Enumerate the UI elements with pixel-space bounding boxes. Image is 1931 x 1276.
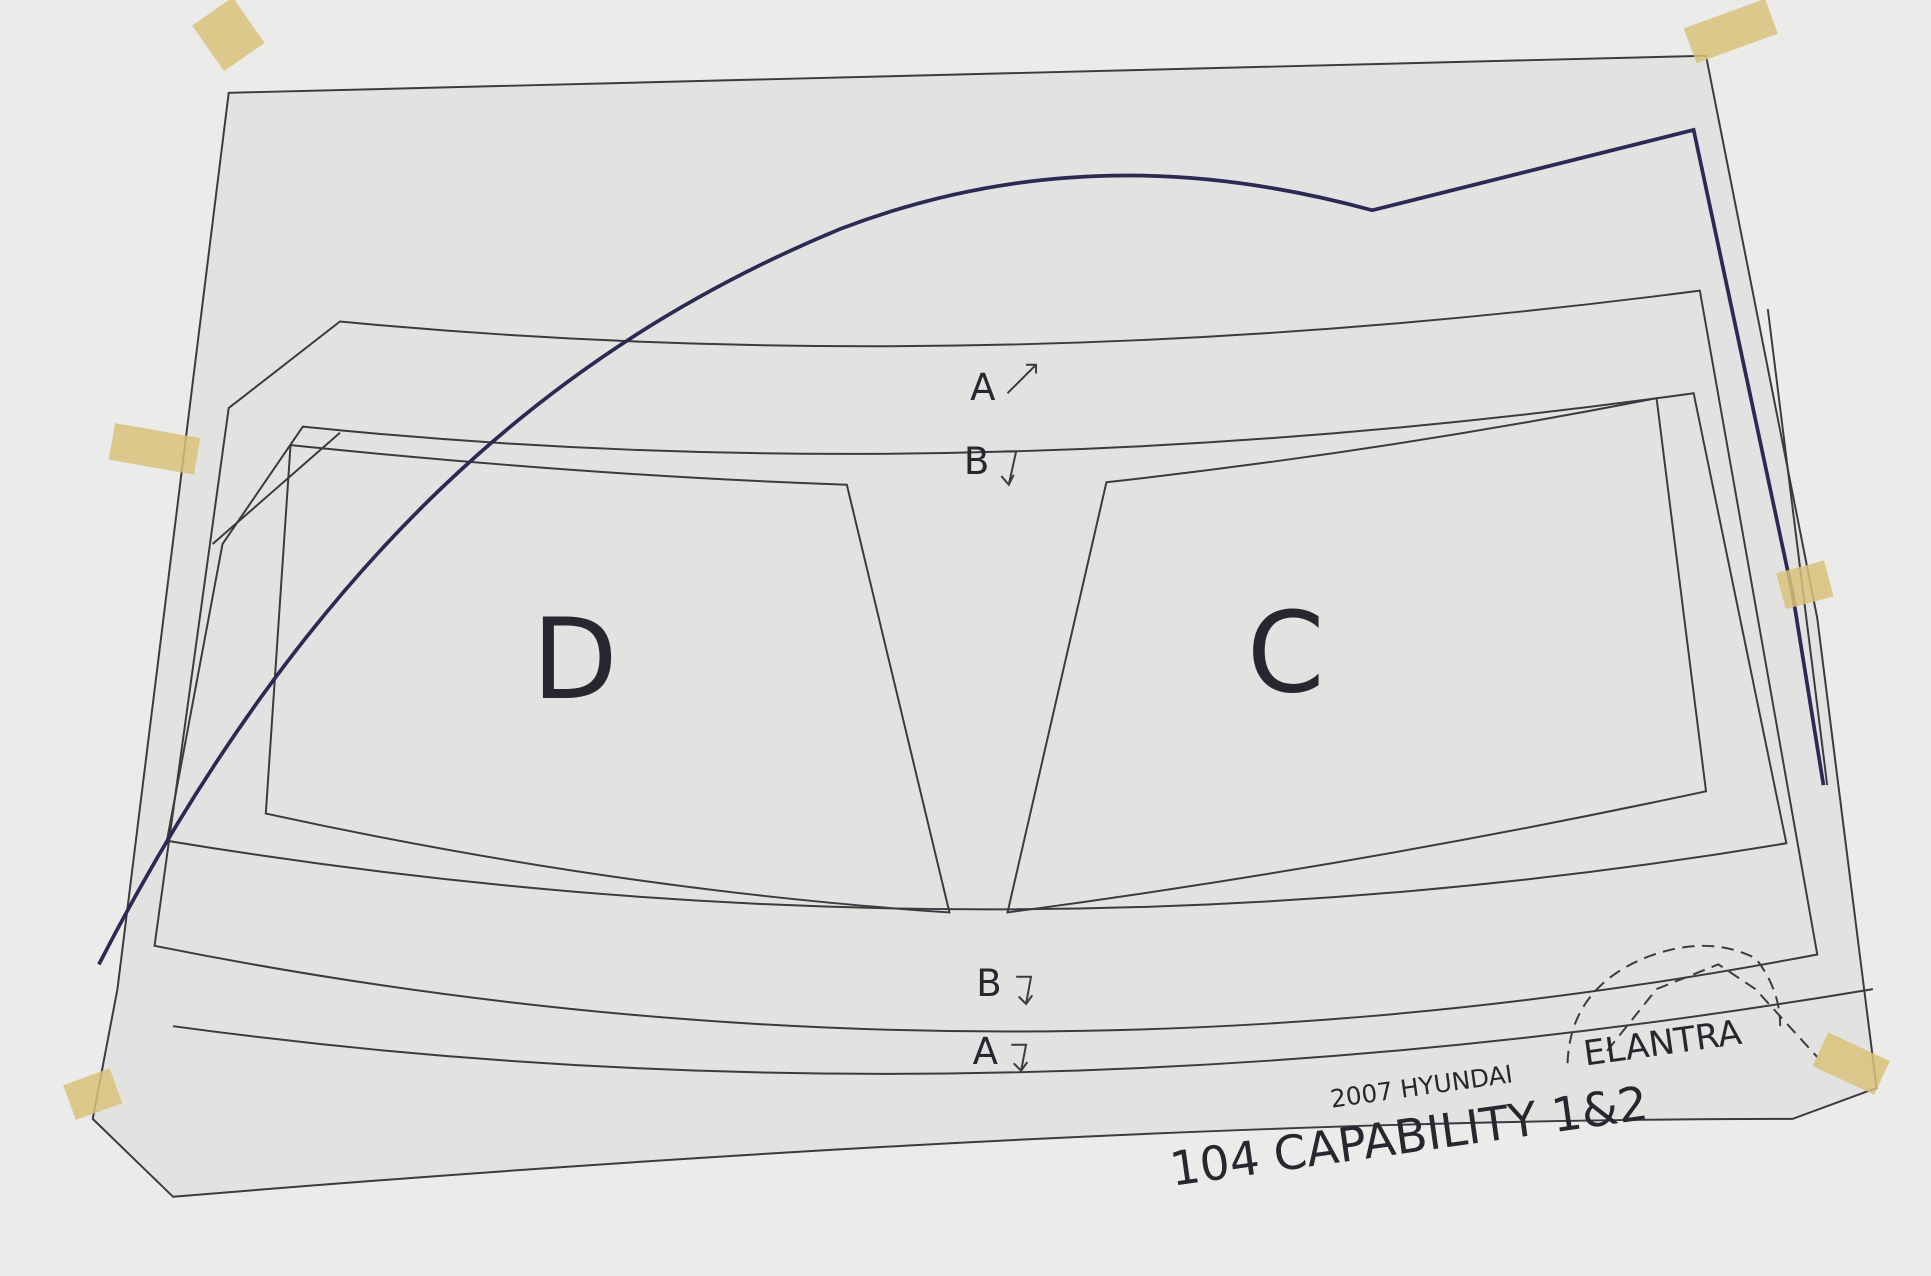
label-b-top: B [964, 440, 989, 483]
label-a-top: A [970, 366, 996, 409]
photo: A B D C B A 2007 HYUNDAI ELANTRA 104 CAP… [0, 0, 1931, 1276]
label-a-bottom: A [973, 1030, 999, 1073]
label-c: C [1247, 590, 1325, 719]
label-d: D [532, 596, 618, 725]
page: A B D C B A 2007 HYUNDAI ELANTRA 104 CAP… [0, 0, 1931, 1276]
paper-pattern [93, 56, 1877, 1197]
label-b-bottom: B [976, 962, 1001, 1005]
